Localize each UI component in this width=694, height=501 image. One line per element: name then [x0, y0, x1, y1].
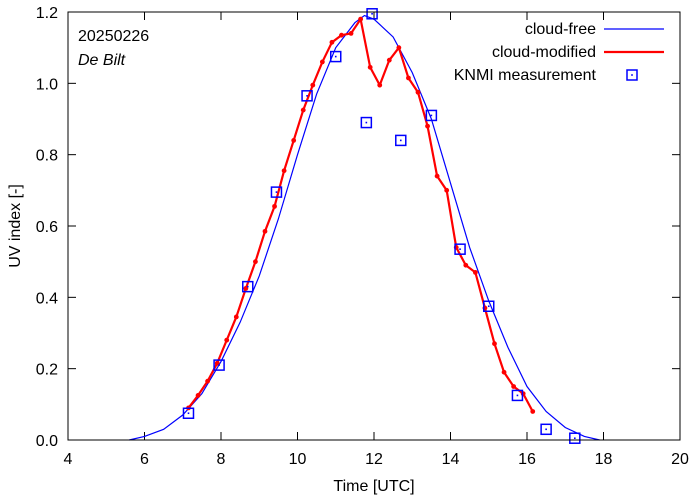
y-tick-label: 0.0 — [36, 433, 58, 450]
cloud-modified-point — [272, 203, 277, 209]
knmi-measurement-point-center — [399, 139, 402, 142]
knmi-measurement-point — [425, 109, 438, 122]
legend-label-cloud-modified: cloud-modified — [492, 44, 596, 61]
cloud-modified-point — [406, 75, 411, 81]
cloud-modified-point — [530, 409, 536, 414]
y-axis-label: UV index [-] — [7, 184, 24, 268]
x-tick-label: 10 — [289, 451, 307, 468]
knmi-measurement-point — [511, 389, 524, 402]
knmi-measurement-point — [182, 407, 195, 419]
date-label: 20250226 — [78, 28, 149, 45]
knmi-measurement-point-center — [516, 394, 519, 397]
y-tick-label: 0.8 — [36, 148, 58, 165]
cloud-modified-point — [329, 39, 335, 45]
knmi-measurement-point-center — [187, 412, 190, 415]
legend: cloud-free cloud-modified KNMI measureme… — [454, 21, 664, 84]
legend-label-knmi-measurement: KNMI measurement — [454, 67, 597, 84]
tick-labels: 4 6 8 10 12 14 16 18 20 0.0 0.2 0.4 0.6 0.8 1.0 1.2 — [36, 5, 689, 468]
cloud-modified-point — [472, 269, 478, 275]
knmi-measurement-point — [569, 432, 581, 444]
y-tick-label: 0.2 — [36, 362, 58, 379]
knmi-measurement-point — [540, 423, 552, 436]
knmi-measurement-point — [301, 90, 313, 102]
y-tick-label: 0.6 — [36, 219, 58, 236]
knmi-measurement-point-center — [218, 364, 220, 366]
cloud-modified-point — [224, 337, 230, 343]
cloud-modified-point — [463, 262, 469, 268]
knmi-measurement-point — [483, 300, 495, 312]
knmi-measurement-point-center — [430, 114, 433, 117]
cloud-modified-point — [377, 82, 383, 88]
series-layer — [129, 8, 600, 444]
cloud-modified-point — [444, 187, 450, 193]
legend-swatch-knmi-measurement — [626, 69, 638, 81]
cloud-modified-point — [511, 384, 517, 389]
x-tick-label: 16 — [518, 451, 536, 468]
knmi-measurement-point — [395, 134, 407, 147]
cloud-modified-point — [281, 168, 287, 174]
cloud-modified-point — [396, 45, 402, 51]
knmi-measurement-point — [242, 280, 254, 293]
cloud-modified-point — [205, 378, 211, 384]
x-tick-label: 12 — [365, 451, 383, 468]
x-axis-label: Time [UTC] — [333, 478, 414, 495]
knmi-measurement-point-center — [306, 95, 308, 97]
y-tick-label: 1.2 — [36, 5, 58, 22]
location-label: De Bilt — [78, 52, 126, 69]
legend-label-cloud-free: cloud-free — [525, 21, 596, 38]
cloud-modified-point — [262, 228, 268, 234]
knmi-measurement-point-center — [487, 305, 490, 308]
legend-swatches — [604, 28, 664, 81]
cloud-modified-point — [358, 16, 364, 22]
knmi-measurement-point-center — [246, 285, 249, 288]
cloud-modified-point — [415, 89, 421, 95]
cloud-modified-point — [291, 138, 297, 143]
y-tick-label: 1.0 — [36, 76, 58, 93]
knmi-measurement-point-center — [334, 55, 337, 58]
cloud-modified-point — [367, 64, 373, 70]
knmi-measurement-point — [270, 186, 283, 198]
plot-frame — [67, 11, 681, 441]
x-tick-label: 20 — [671, 451, 689, 468]
knmi-measurement-point — [330, 50, 342, 63]
knmi-measurement-point — [360, 116, 373, 129]
cloud-modified-point — [492, 341, 497, 347]
cloud-modified-point — [233, 314, 239, 320]
cloud-modified-point — [434, 173, 440, 179]
x-tick-label: 14 — [442, 451, 460, 468]
y-tick-label: 0.4 — [36, 290, 58, 307]
x-tick-label: 6 — [140, 451, 149, 468]
cloud-modified-point — [319, 59, 325, 65]
cloud-modified-point — [339, 32, 344, 38]
legend-swatch-knmi-measurement-center — [631, 74, 633, 76]
cloud-modified-point — [425, 123, 430, 129]
cloud-modified-point — [310, 82, 316, 88]
knmi-measurement-point-center — [275, 191, 278, 193]
x-tick-label: 18 — [595, 451, 613, 468]
cloud-modified-point — [501, 369, 507, 375]
x-tick-label: 4 — [64, 451, 73, 468]
cloud-modified-point — [253, 259, 258, 265]
knmi-measurement-point-center — [574, 437, 576, 440]
cloud-modified-point — [195, 393, 201, 398]
cloud-modified-point — [300, 107, 306, 113]
cloud-modified-point — [386, 57, 392, 63]
knmi-measurement-point-center — [545, 428, 547, 431]
knmi-measurement-point-center — [459, 248, 461, 250]
knmi-measurement-point-center — [365, 121, 368, 124]
cloud-modified-point — [348, 31, 354, 36]
knmi-measurement-point — [213, 359, 225, 371]
knmi-measurement-point-center — [371, 12, 373, 15]
knmi-measurement-point — [454, 243, 466, 255]
x-tick-label: 8 — [217, 451, 226, 468]
knmi-measurement-point — [366, 8, 378, 20]
